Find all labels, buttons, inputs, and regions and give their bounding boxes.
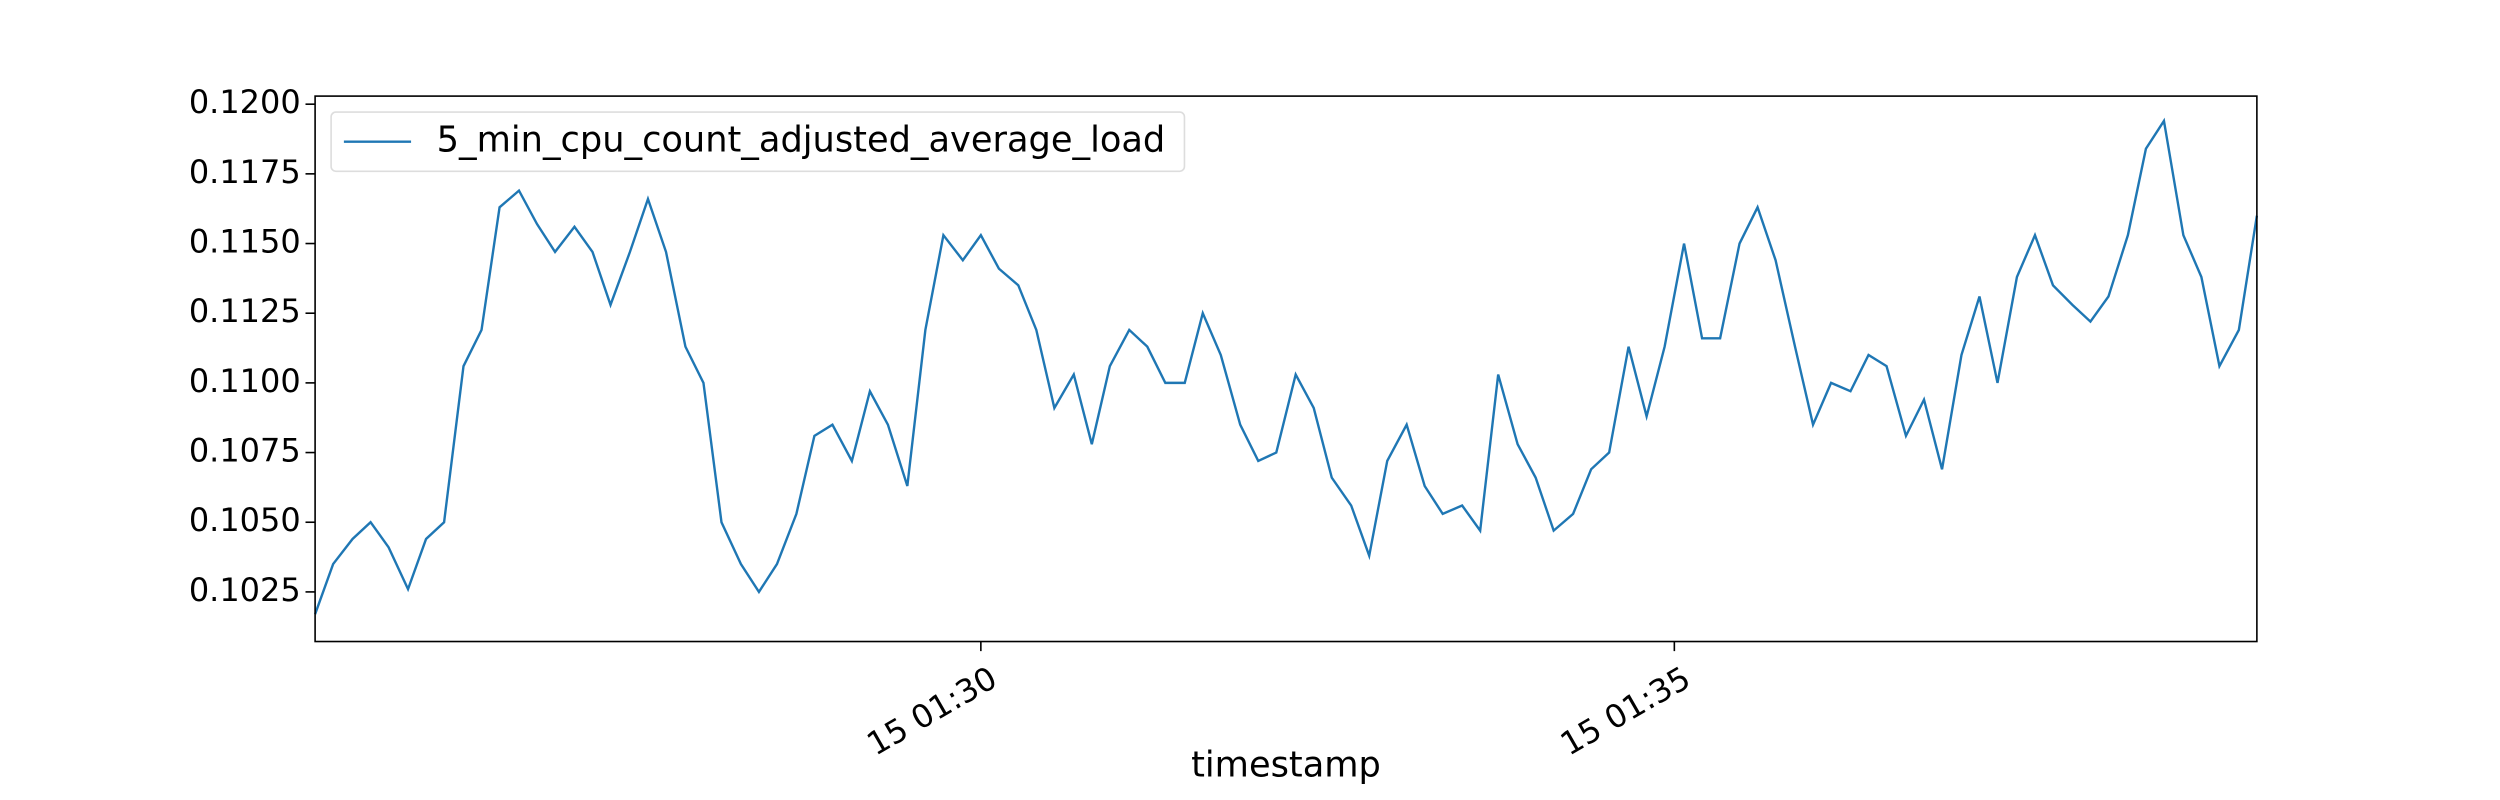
y-tick-label: 0.1050 <box>189 501 301 539</box>
legend: 5_min_cpu_count_adjusted_average_load <box>330 111 1186 173</box>
y-tick-label: 0.1100 <box>189 362 301 400</box>
plot-frame <box>314 95 2258 643</box>
y-tick-label: 0.1075 <box>189 432 301 470</box>
y-tick-label: 0.1150 <box>189 223 301 261</box>
y-tick-label: 0.1200 <box>189 83 301 121</box>
legend-label: 5_min_cpu_count_adjusted_average_load <box>437 120 1166 161</box>
data-line <box>313 117 2259 615</box>
y-tick-label: 0.1125 <box>189 292 301 330</box>
legend-box <box>330 111 1186 173</box>
x-axis-label: timestamp <box>1191 744 1381 785</box>
y-tick-label: 0.1175 <box>189 153 301 191</box>
y-tick-label: 0.1025 <box>189 571 301 609</box>
